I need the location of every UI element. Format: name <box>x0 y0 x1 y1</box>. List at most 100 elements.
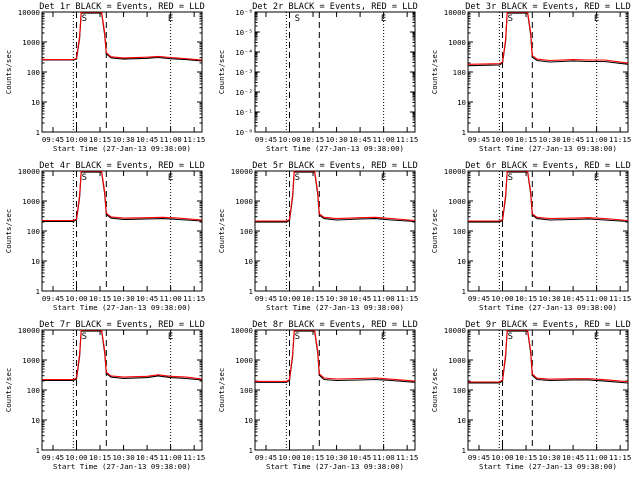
chart-panel-8: Det 8r BLACK = Events, RED = LLD 1 10 100 10… <box>217 320 418 471</box>
y-tick-label: 100 <box>453 386 466 395</box>
y-axis-label: Counts/sec <box>217 209 226 254</box>
chart-title: Det 6r BLACK = Events, RED = LLD <box>465 161 631 171</box>
x-tick-label: 10:45 <box>349 135 371 144</box>
y-axis-label: Counts/sec <box>4 368 13 413</box>
y-axis-label: Counts/sec <box>430 209 439 254</box>
y-tick-label: 1000 <box>448 197 466 206</box>
event-marker: E <box>381 14 386 24</box>
chart-panel-2: Det 2r BLACK = Events, RED = LLD 10⁻⁰ 10⁻¹… <box>217 2 418 153</box>
x-tick-label: 11:15 <box>609 135 631 144</box>
x-tick-label: 10:30 <box>325 294 347 303</box>
y-tick-label: 10000 <box>444 167 466 176</box>
x-tick-label: 11:15 <box>183 453 205 462</box>
y-tick-label: 10⁻³ <box>235 68 253 77</box>
series-events-line <box>468 171 628 223</box>
plot-frame <box>254 329 416 451</box>
x-tick-label: 11:00 <box>586 135 608 144</box>
x-tick-label: 10:15 <box>515 135 537 144</box>
x-tick-label: 10:45 <box>349 453 371 462</box>
x-axis-label: Start Time (27-Jan-13 09:38:00) <box>479 303 617 312</box>
y-tick-label: 100 <box>453 68 466 77</box>
x-tick-label: 10:30 <box>325 135 347 144</box>
event-marker: S <box>295 14 300 24</box>
series-lld-line <box>255 330 415 382</box>
y-tick-label: 100 <box>240 227 253 236</box>
x-axis-label: Start Time (27-Jan-13 09:38:00) <box>266 303 404 312</box>
series-lld-line <box>255 171 415 222</box>
y-tick-label: 100 <box>240 386 253 395</box>
chart-panel-1: Det 1r BLACK = Events, RED = LLD 1 10 100 10… <box>4 2 205 153</box>
series-lld-line <box>42 330 202 381</box>
x-tick-label: 10:15 <box>89 453 111 462</box>
y-tick-label: 10 <box>244 257 253 266</box>
y-tick-label: 1 <box>462 128 466 137</box>
plot-frame <box>467 11 629 133</box>
x-tick-label: 11:15 <box>396 453 418 462</box>
event-marker: S <box>82 14 87 24</box>
series-events-line <box>42 12 202 62</box>
x-tick-label: 10:30 <box>538 294 560 303</box>
x-tick-label: 09:45 <box>42 453 64 462</box>
x-tick-label: 10:45 <box>136 135 158 144</box>
series-lld-line <box>42 12 202 61</box>
series-events-line <box>255 171 415 223</box>
event-marker: S <box>508 173 513 183</box>
x-tick-label: 10:45 <box>349 294 371 303</box>
x-axis-label: Start Time (27-Jan-13 09:38:00) <box>479 144 617 153</box>
x-tick-label: 09:45 <box>42 294 64 303</box>
chart-title: Det 5r BLACK = Events, RED = LLD <box>252 161 418 171</box>
x-tick-label: 11:15 <box>609 294 631 303</box>
x-tick-label: 10:00 <box>491 294 513 303</box>
chart-panel-3: Det 3r BLACK = Events, RED = LLD 1 10 100 10… <box>430 2 631 153</box>
x-axis-label: Start Time (27-Jan-13 09:38:00) <box>266 462 404 471</box>
x-axis-label: Start Time (27-Jan-13 09:38:00) <box>266 144 404 153</box>
x-tick-label: 10:15 <box>515 453 537 462</box>
y-tick-label: 10000 <box>18 167 40 176</box>
y-tick-label: 10000 <box>231 326 253 335</box>
event-marker: E <box>594 332 599 342</box>
y-tick-label: 1 <box>249 287 253 296</box>
x-tick-label: 09:45 <box>255 135 277 144</box>
chart-panel-4: Det 4r BLACK = Events, RED = LLD 1 10 100 10… <box>4 161 205 312</box>
x-axis-label: Start Time (27-Jan-13 09:38:00) <box>53 144 191 153</box>
series-events-line <box>255 330 415 383</box>
y-tick-label: 10 <box>457 98 466 107</box>
y-tick-label: 100 <box>453 227 466 236</box>
y-tick-label: 1000 <box>448 38 466 47</box>
event-marker: E <box>594 173 599 183</box>
y-tick-label: 1000 <box>448 356 466 365</box>
series-lld-line <box>468 171 628 222</box>
plot-frame <box>41 170 203 292</box>
chart-panel-6: Det 6r BLACK = Events, RED = LLD 1 10 100 10… <box>430 161 631 312</box>
y-tick-label: 10⁻¹ <box>235 108 253 117</box>
x-tick-label: 11:15 <box>396 294 418 303</box>
event-marker: S <box>82 332 87 342</box>
event-marker: S <box>295 173 300 183</box>
series-lld-line <box>468 12 628 65</box>
chart-panel-9: Det 9r BLACK = Events, RED = LLD 1 10 100 10… <box>430 320 631 471</box>
y-axis-label: Counts/sec <box>430 368 439 413</box>
event-marker: S <box>508 14 513 24</box>
x-tick-label: 10:15 <box>89 294 111 303</box>
y-axis-label: Counts/sec <box>4 209 13 254</box>
y-tick-label: 100 <box>27 386 40 395</box>
x-tick-label: 09:45 <box>468 135 490 144</box>
chart-title: Det 3r BLACK = Events, RED = LLD <box>465 2 631 12</box>
x-tick-label: 10:00 <box>491 453 513 462</box>
event-marker: E <box>168 14 173 24</box>
series-events-line <box>42 330 202 382</box>
event-marker: E <box>381 173 386 183</box>
y-axis-label: Counts/sec <box>217 50 226 95</box>
y-tick-label: 1 <box>462 446 466 455</box>
x-tick-label: 09:45 <box>255 294 277 303</box>
y-tick-label: 10⁻⁴ <box>235 48 253 57</box>
series-events-line <box>42 171 202 223</box>
x-tick-label: 11:15 <box>396 135 418 144</box>
y-tick-label: 1 <box>36 128 40 137</box>
y-tick-label: 10⁻⁰ <box>235 128 253 137</box>
x-tick-label: 10:00 <box>65 135 87 144</box>
x-axis-label: Start Time (27-Jan-13 09:38:00) <box>53 303 191 312</box>
chart-title: Det 7r BLACK = Events, RED = LLD <box>39 320 205 330</box>
chart-title: Det 1r BLACK = Events, RED = LLD <box>39 2 205 12</box>
